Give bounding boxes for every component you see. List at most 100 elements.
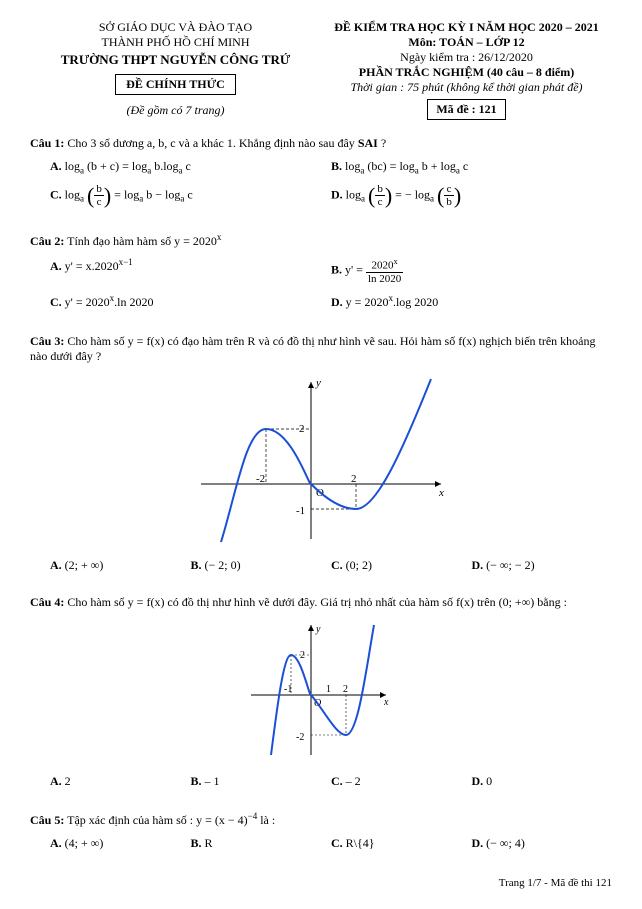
q1-optC-label: C. — [50, 188, 62, 202]
q4-optA-label: A. — [50, 774, 62, 788]
q3-optA-label: A. — [50, 558, 62, 572]
q5-options: A. (4; + ∞) B. R C. R\{4} D. (− ∞; 4) — [50, 836, 612, 857]
exam-code: Mã đề : 121 — [427, 99, 505, 120]
q3-optC-text: (0; 2) — [346, 558, 372, 572]
question-4: Câu 4: Cho hàm số y = f(x) có đồ thị như… — [30, 595, 612, 610]
q5-optC-text: R\{4} — [346, 836, 375, 850]
q1-optD-num1: b — [375, 183, 385, 196]
q3-label: Câu 3: — [30, 334, 64, 348]
y-label: y — [315, 377, 321, 389]
q4-optC-label: C. — [331, 774, 343, 788]
y-label: y — [315, 624, 321, 635]
tick-x-1: 1 — [326, 684, 331, 695]
q3-optB-text: (− 2; 0) — [205, 558, 241, 572]
tick-x-2: 2 — [343, 684, 348, 695]
q1-optB-sub1: a — [360, 165, 364, 175]
q5-optB-label: B. — [191, 836, 202, 850]
q4-graph: y x O -1 1 2 2 -2 — [30, 620, 612, 764]
q4-optC-text: – 2 — [346, 774, 361, 788]
official-box: ĐỀ CHÍNH THỨC — [115, 74, 236, 95]
tick-x-neg1: -1 — [284, 684, 292, 695]
page-count: (Đề gồm có 7 trang) — [30, 103, 321, 118]
q4-optD-label: D. — [472, 774, 484, 788]
q1-optB-sub3: a — [456, 165, 460, 175]
q1-optD-frac2: cb — [444, 183, 454, 208]
q2-optB-frac: 2020x ln 2020 — [366, 257, 403, 285]
q2-text: Tính đạo hàm hàm số y = 2020 — [67, 234, 217, 248]
header-right: ĐỀ KIỂM TRA HỌC KỲ I NĂM HỌC 2020 – 2021… — [321, 20, 612, 120]
q1-optB-lhs: (bc) = log — [367, 159, 414, 173]
q3-optD: D. (− ∞; − 2) — [472, 558, 613, 573]
q1-optC-log1: log — [65, 188, 80, 202]
q1-optA-c: c — [186, 159, 191, 173]
q1-optD-log1: log — [346, 188, 361, 202]
q4-label: Câu 4: — [30, 595, 64, 609]
exam-header: SỞ GIÁO DỤC VÀ ĐÀO TẠO THÀNH PHỐ HỒ CHÍ … — [30, 20, 612, 120]
lparen-icon: ( — [437, 187, 444, 205]
question-1: Câu 1: Cho 3 số dương a, b, c và a khác … — [30, 136, 612, 151]
q2-optC-label: C. — [50, 295, 62, 309]
q4-text: Cho hàm số y = f(x) có đồ thị như hình v… — [67, 595, 567, 609]
dept-line2: THÀNH PHỐ HỒ CHÍ MINH — [30, 35, 321, 50]
q1-optA-label: A. — [50, 159, 62, 173]
page-footer: Trang 1/7 - Mã đề thi 121 — [30, 877, 612, 889]
q2-optD-label: D. — [331, 295, 343, 309]
q1-optC-frac: bc — [94, 183, 104, 208]
q1-optB-label: B. — [331, 159, 342, 173]
q1-optB-c: c — [463, 159, 468, 173]
q4-optC: C. – 2 — [331, 774, 472, 789]
q4-optA: A. 2 — [50, 774, 191, 789]
q2-optB: B. y' = 2020x ln 2020 — [331, 257, 612, 285]
q3-graph-svg: y x O -2 2 2 -1 — [191, 374, 451, 544]
q2-optC: C. y' = 2020x.ln 2020 — [50, 293, 331, 310]
q5-optB: B. R — [191, 836, 332, 851]
q3-optA-text: (2; + ∞) — [65, 558, 104, 572]
q2-optB-numsup: x — [394, 257, 398, 266]
q1-optC: C. loga (bc) = loga b − loga c — [50, 183, 331, 208]
dept-line1: SỞ GIÁO DỤC VÀ ĐÀO TẠO — [30, 20, 321, 35]
q1-optC-sub3: a — [180, 194, 184, 204]
q1-optD-den1: c — [375, 196, 385, 208]
rparen-icon: ) — [454, 187, 461, 205]
q4-graph-svg: y x O -1 1 2 2 -2 — [246, 620, 396, 760]
q5-optD: D. (− ∞; 4) — [472, 836, 613, 851]
subject: Môn: TOÁN – LỚP 12 — [321, 35, 612, 50]
q1-label: Câu 1: — [30, 136, 64, 150]
q3-optD-label: D. — [472, 558, 484, 572]
q4-optB: B. – 1 — [191, 774, 332, 789]
q2-optB-num: 2020x — [366, 257, 403, 273]
q3-optB: B. (− 2; 0) — [191, 558, 332, 573]
q1-optC-mid: = log — [114, 188, 139, 202]
lparen-icon: ( — [87, 187, 94, 205]
q1-optB-rhs: b + log — [422, 159, 456, 173]
q1-optA-log1: log — [65, 159, 80, 173]
q3-options: A. (2; + ∞) B. (− 2; 0) C. (0; 2) D. (− … — [50, 558, 612, 579]
curve — [221, 379, 431, 542]
q1-text-post: ? — [381, 136, 386, 150]
tick-x-neg2: -2 — [256, 473, 265, 485]
question-2: Câu 2: Tính đạo hàm hàm số y = 2020x — [30, 232, 612, 249]
q1-optA-sub3: a — [179, 165, 183, 175]
q1-optD-label: D. — [331, 188, 343, 202]
q1-optB: B. loga (bc) = loga b + loga c — [331, 159, 612, 175]
q5-optD-label: D. — [472, 836, 484, 850]
q2-optB-label: B. — [331, 263, 342, 277]
q5-optD-text: (− ∞; 4) — [486, 836, 525, 850]
q2-sup: x — [217, 232, 222, 242]
q3-optC-label: C. — [331, 558, 343, 572]
q5-optC-label: C. — [331, 836, 343, 850]
q2-optC-text: y' = 2020 — [65, 295, 110, 309]
q5-text-post: là : — [260, 813, 275, 827]
q1-optC-sub2: a — [139, 194, 143, 204]
tick-x-2: 2 — [351, 473, 357, 485]
x-label: x — [383, 697, 389, 708]
q2-label: Câu 2: — [30, 234, 64, 248]
q5-label: Câu 5: — [30, 813, 64, 827]
rparen-icon: ) — [104, 187, 111, 205]
q1-optA-sub1: a — [80, 165, 84, 175]
q2-optB-pre: y' = — [345, 263, 366, 277]
rparen-icon: ) — [385, 187, 392, 205]
q1-optC-rhs: b − log — [146, 188, 180, 202]
q5-text-pre: Tập xác định của hàm số : y = (x − 4) — [67, 813, 248, 827]
q5-optA-label: A. — [50, 836, 62, 850]
